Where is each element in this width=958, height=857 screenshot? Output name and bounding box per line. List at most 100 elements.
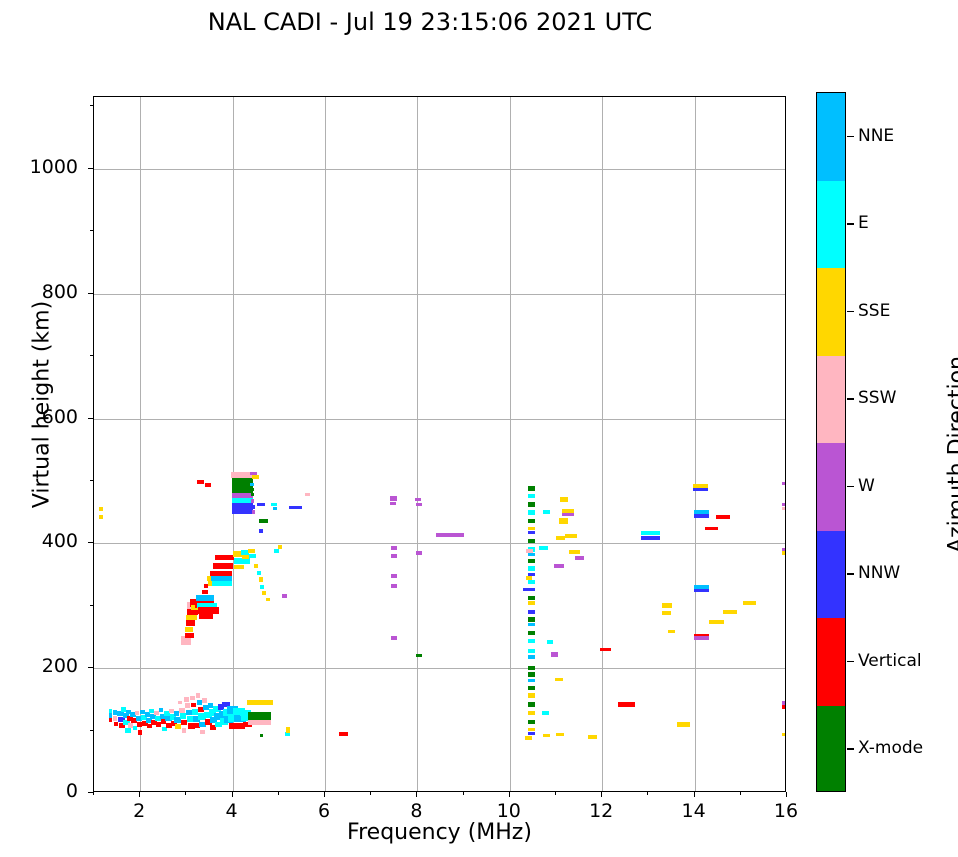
echo-mark — [210, 725, 217, 730]
echo-mark — [200, 729, 205, 734]
echo-mark — [667, 630, 676, 634]
echo-mark — [179, 713, 187, 719]
x-axis-minor-tick — [93, 792, 94, 795]
echo-mark — [202, 698, 208, 703]
y-axis-minor-tick — [90, 729, 93, 731]
echo-mark — [215, 555, 234, 561]
gridline-vertical — [232, 97, 234, 791]
echo-mark — [231, 483, 253, 489]
echo-mark — [723, 610, 738, 614]
echo-mark — [242, 721, 252, 727]
echo-mark — [231, 498, 253, 504]
echo-mark — [258, 518, 268, 524]
page-title: NAL CADI - Jul 19 23:15:06 2021 UTC — [207, 8, 653, 36]
echo-mark — [120, 707, 126, 712]
y-axis-tick-label: 0 — [65, 780, 78, 802]
echo-mark — [231, 508, 253, 514]
x-axis-tick — [693, 792, 695, 797]
echo-mark — [193, 722, 201, 729]
echo-mark — [289, 505, 302, 509]
echo-mark — [146, 724, 152, 729]
x-axis-tick — [324, 792, 325, 797]
echo-mark — [198, 713, 207, 721]
echo-mark — [207, 702, 214, 708]
echo-mark — [251, 492, 255, 497]
echo-mark — [202, 589, 208, 595]
echo-mark — [132, 725, 138, 731]
echo-mark — [528, 622, 535, 627]
colorbar-segment-w — [817, 443, 845, 531]
echo-mark — [389, 501, 397, 506]
echo-mark — [390, 583, 398, 588]
colorbar-tick-label: SSW — [858, 388, 897, 409]
echo-mark — [556, 536, 566, 541]
colorbar-segment-ssw — [817, 355, 845, 444]
echo-mark — [252, 475, 259, 479]
echo-mark — [781, 551, 785, 556]
echo-mark — [217, 704, 225, 710]
echo-mark — [528, 672, 535, 677]
x-axis-minor-tick — [277, 792, 279, 795]
x-axis-tick — [786, 792, 787, 797]
echo-mark — [184, 627, 193, 632]
echo-mark — [781, 502, 785, 507]
colorbar-tick — [847, 135, 854, 138]
echo-mark — [641, 531, 661, 536]
echo-mark — [528, 596, 535, 601]
echo-mark — [286, 727, 290, 733]
echo-mark — [144, 712, 150, 717]
echo-mark — [192, 715, 201, 722]
echo-mark — [253, 563, 259, 568]
echo-mark — [114, 721, 118, 726]
echo-mark — [692, 487, 709, 492]
colorbar-label: Azimuth Direction — [944, 355, 958, 554]
echo-mark — [528, 702, 535, 707]
echo-mark — [222, 701, 230, 708]
gridline-vertical — [602, 97, 604, 791]
echo-mark — [215, 721, 222, 728]
gridline-horizontal — [94, 168, 785, 170]
echo-mark — [233, 557, 251, 564]
echo-mark — [248, 720, 272, 725]
echo-mark — [271, 502, 277, 507]
echo-mark — [248, 548, 255, 553]
echo-mark — [251, 487, 255, 492]
echo-mark — [228, 722, 238, 729]
x-axis-minor-tick — [462, 792, 464, 795]
y-axis-minor-tick — [90, 604, 93, 606]
echo-mark — [415, 502, 423, 507]
echo-mark — [213, 706, 221, 713]
echo-mark — [273, 506, 278, 511]
y-axis-tick-label: 600 — [41, 405, 78, 428]
echo-mark — [259, 529, 264, 533]
echo-mark — [187, 609, 199, 615]
x-axis-minor-tick — [555, 792, 556, 795]
x-axis-label: Frequency (MHz) — [347, 820, 532, 845]
echo-mark — [561, 508, 575, 514]
colorbar-segment-e — [817, 180, 845, 269]
echo-mark — [151, 720, 157, 725]
x-axis-tick-label: 6 — [317, 800, 331, 822]
echo-mark — [162, 726, 167, 731]
x-axis-tick-label: 12 — [589, 800, 614, 822]
echo-mark — [262, 591, 267, 596]
echo-mark — [109, 717, 113, 723]
echo-mark — [550, 652, 558, 657]
y-axis-minor-tick — [90, 105, 93, 107]
echo-mark — [274, 548, 280, 553]
echo-mark — [265, 597, 270, 602]
colorbar-tick-label: Vertical — [858, 650, 922, 671]
y-axis-tick — [88, 167, 93, 169]
echo-mark — [195, 595, 215, 601]
echo-mark — [123, 720, 130, 725]
echo-mark — [160, 719, 166, 725]
echo-mark — [196, 602, 217, 609]
echo-mark — [208, 709, 216, 716]
echo-mark — [199, 613, 214, 619]
echo-mark — [231, 478, 253, 484]
echo-mark — [256, 502, 265, 507]
echo-mark — [197, 706, 204, 713]
echo-mark — [528, 572, 535, 577]
echo-mark — [135, 716, 142, 722]
